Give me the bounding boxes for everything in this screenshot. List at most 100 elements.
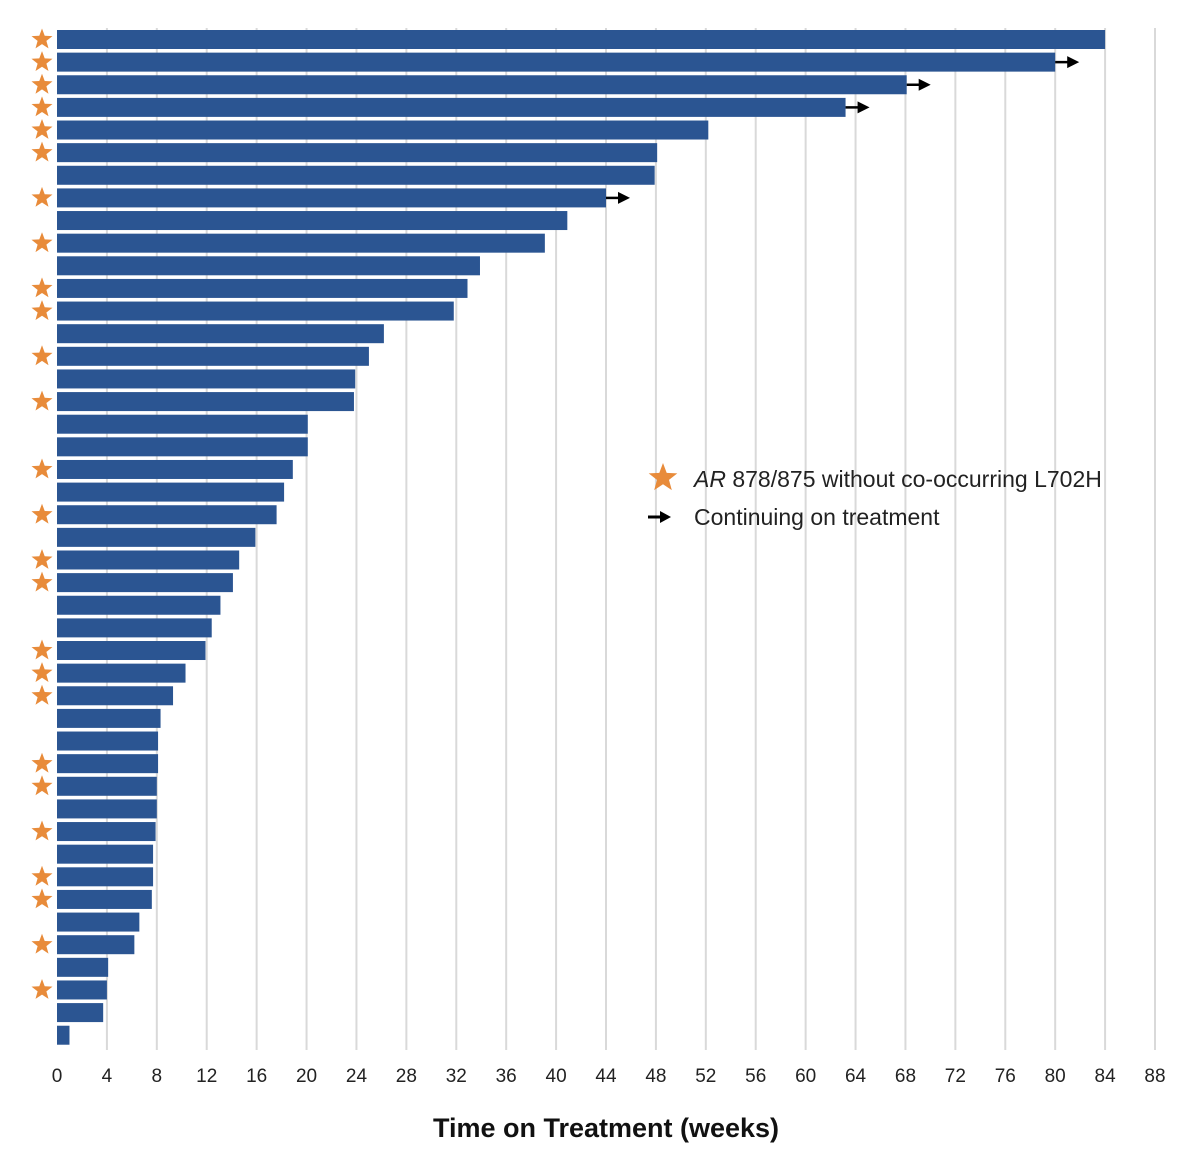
bar-41 — [57, 935, 135, 955]
star-marker-15 — [31, 345, 53, 366]
bars — [57, 30, 1106, 1045]
star-marker-4 — [31, 96, 53, 117]
bar-37 — [57, 844, 154, 864]
bar-29 — [57, 663, 186, 683]
bar-9 — [57, 211, 568, 231]
bar-31 — [57, 708, 161, 728]
bar-40 — [57, 912, 140, 932]
x-tick-label-4: 4 — [102, 1066, 113, 1087]
bar-8 — [57, 188, 606, 208]
x-tick-label-8: 8 — [152, 1066, 163, 1087]
star-marker-38 — [31, 865, 53, 886]
legend-star-label-italic: AR — [692, 466, 726, 492]
star-marker-29 — [31, 662, 53, 682]
bar-26 — [57, 595, 221, 615]
star-marker-39 — [31, 888, 53, 909]
bar-35 — [57, 799, 157, 819]
bar-36 — [57, 822, 156, 842]
bar-14 — [57, 324, 384, 344]
x-axis-title: Time on Treatment (weeks) — [433, 1113, 779, 1143]
continuing-arrow-4 — [845, 101, 870, 114]
continuing-arrow-8 — [606, 191, 630, 204]
bar-19 — [57, 437, 308, 457]
bar-11 — [57, 256, 480, 276]
bar-25 — [57, 573, 233, 593]
continuing-arrow-2 — [1055, 56, 1080, 69]
star-marker-8 — [31, 186, 53, 207]
star-marker-5 — [31, 119, 53, 139]
legend-star-label-rest: 878/875 without co-occurring L702H — [726, 466, 1102, 492]
x-tick-label-20: 20 — [296, 1066, 317, 1087]
star-marker-28 — [31, 639, 53, 660]
star-marker-41 — [31, 933, 53, 954]
star-marker-13 — [31, 300, 53, 320]
bar-10 — [57, 233, 545, 253]
bar-1 — [57, 30, 1106, 49]
bar-38 — [57, 867, 154, 887]
x-axis-ticks: 0 4 8 12 16 20 24 28 32 36 40 44 48 52 56 60 64 68 72 76 80 8… — [52, 1066, 1166, 1087]
bar-18 — [57, 414, 308, 434]
x-tick-label-28: 28 — [396, 1066, 417, 1087]
x-tick-label-64: 64 — [845, 1066, 867, 1087]
bar-43 — [57, 980, 107, 1000]
x-tick-label-72: 72 — [945, 1066, 966, 1087]
x-tick-label-80: 80 — [1045, 1066, 1066, 1087]
star-marker-20 — [31, 458, 53, 479]
star-marker-36 — [31, 820, 53, 841]
star-marker-12 — [31, 277, 53, 298]
bar-27 — [57, 618, 212, 638]
bar-23 — [57, 527, 256, 547]
bar-42 — [57, 957, 109, 977]
star-marker-25 — [31, 571, 53, 592]
star-marker-43 — [31, 979, 53, 999]
x-tick-label-32: 32 — [446, 1066, 467, 1087]
continuing-arrows — [606, 56, 1080, 204]
bar-34 — [57, 776, 157, 796]
bar-44 — [57, 1003, 104, 1023]
bar-5 — [57, 120, 709, 140]
x-tick-label-16: 16 — [246, 1066, 267, 1087]
bar-7 — [57, 165, 655, 185]
legend-arrow-label: Continuing on treatment — [694, 504, 940, 530]
bar-28 — [57, 641, 206, 661]
bar-22 — [57, 505, 277, 525]
star-marker-1 — [31, 28, 53, 49]
bar-17 — [57, 392, 354, 412]
x-tick-label-76: 76 — [995, 1066, 1016, 1087]
bar-45 — [57, 1025, 70, 1045]
bar-2 — [57, 52, 1056, 72]
star-marker-33 — [31, 752, 53, 773]
legend: AR 878/875 without co-occurring L702H Co… — [648, 463, 1102, 530]
star-marker-17 — [31, 390, 53, 411]
legend-star-label: AR 878/875 without co-occurring L702H — [692, 466, 1102, 492]
star-markers — [31, 28, 53, 999]
star-marker-22 — [31, 503, 53, 524]
x-tick-label-68: 68 — [895, 1066, 916, 1087]
x-tick-label-24: 24 — [346, 1066, 368, 1087]
x-tick-label-52: 52 — [695, 1066, 716, 1087]
bar-12 — [57, 278, 468, 298]
bar-39 — [57, 889, 152, 909]
x-tick-label-60: 60 — [795, 1066, 816, 1087]
x-tick-label-40: 40 — [546, 1066, 567, 1087]
x-tick-label-56: 56 — [745, 1066, 766, 1087]
legend-star-icon — [648, 463, 678, 491]
bar-33 — [57, 754, 159, 774]
x-tick-label-12: 12 — [196, 1066, 217, 1087]
bar-24 — [57, 550, 240, 570]
star-marker-3 — [31, 73, 53, 94]
x-tick-label-0: 0 — [52, 1066, 63, 1087]
star-marker-2 — [31, 51, 53, 71]
bar-21 — [57, 482, 285, 502]
bar-6 — [57, 143, 658, 163]
star-marker-10 — [31, 232, 53, 253]
bar-3 — [57, 75, 907, 95]
x-tick-label-88: 88 — [1144, 1066, 1165, 1087]
x-tick-label-36: 36 — [496, 1066, 517, 1087]
bar-30 — [57, 686, 174, 706]
star-marker-30 — [31, 684, 53, 705]
legend-arrow-icon — [648, 511, 671, 523]
star-marker-6 — [31, 141, 53, 162]
bar-4 — [57, 97, 846, 117]
